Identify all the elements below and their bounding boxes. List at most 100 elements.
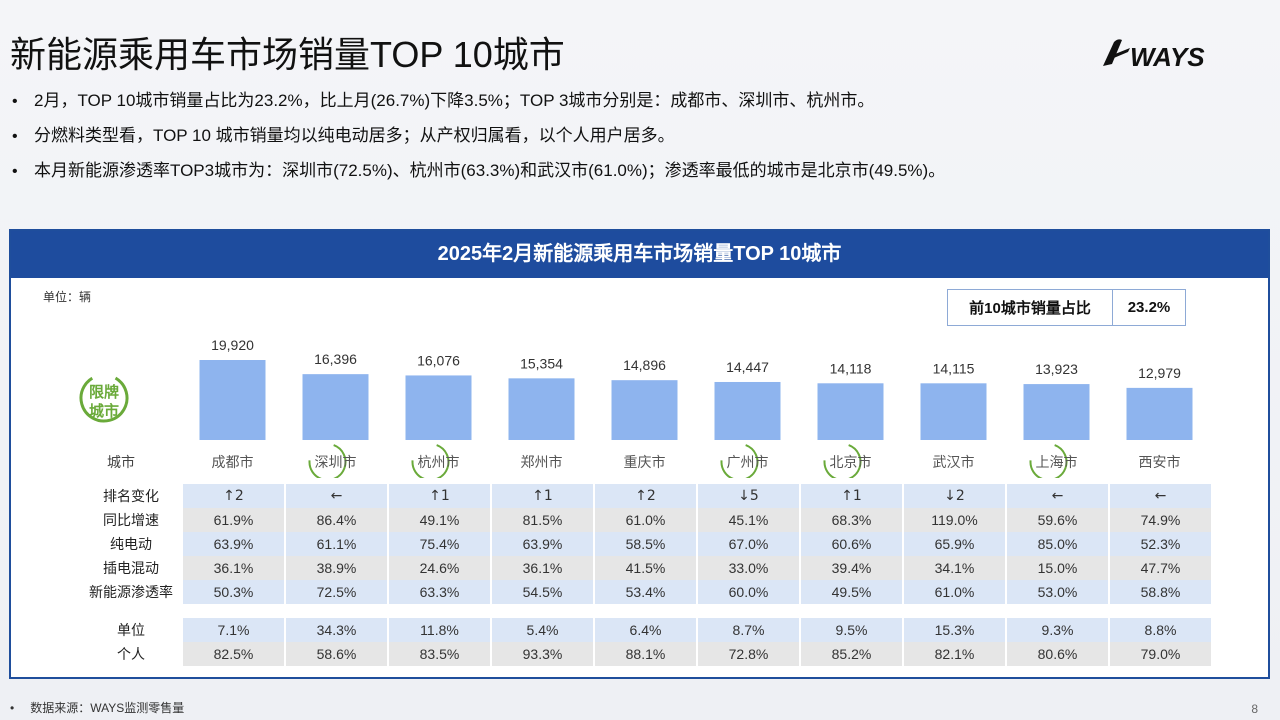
bar-chart: 19,920 成都市 16,396 深圳市 16,076 杭州市 15,354 郑州市 14,8… [199,337,1193,478]
table-cell: 34.3% [286,618,387,642]
value-label: 14,115 [933,360,975,376]
table-cell: ↑2 [183,484,284,508]
category-label: 深圳市 [315,454,357,471]
table-cell: 58.5% [595,532,696,556]
table-cell: 33.0% [698,556,799,580]
bar-成都市 [199,360,266,440]
table-cell: 9.5% [801,618,902,642]
bar-北京市 [817,383,884,440]
table-cell: 34.1% [904,556,1005,580]
table-row: 纯电动 63.9% 61.1% 75.4% 63.9% 58.5% 67.0% 60.6% 65… [81,532,1211,556]
share-box: 前10城市销量占比 23.2% [947,289,1186,326]
ways-logo: WAYS [1103,39,1205,72]
restricted-city-ring-icon [1029,442,1068,478]
value-label: 14,118 [830,360,872,376]
table-cell: ← [286,484,387,508]
table-cell: 58.6% [286,642,387,666]
restricted-badge-text: 限牌 城市 [86,383,122,421]
table-cell: 60.0% [698,580,799,604]
table-cell: 67.0% [698,532,799,556]
chart-panel: 2025年2月新能源乘用车市场销量TOP 10城市 单位：辆 前10城市销量占比… [9,229,1270,679]
category-label: 杭州市 [418,454,460,471]
table-cell: 85.2% [801,642,902,666]
table-cell: 58.8% [1110,580,1211,604]
table-cell: 53.0% [1007,580,1108,604]
table-cell: 82.5% [183,642,284,666]
unit-label: 单位：辆 [43,290,92,304]
logo-text: WAYS [1130,42,1205,72]
category-label: 北京市 [830,454,872,471]
table-cell: 36.1% [492,556,593,580]
table-cell: 65.9% [904,532,1005,556]
bar-深圳市 [302,374,369,440]
table-row: 排名变化 ↑2 ← ↑1 ↑1 ↑2 ↓5 ↑1 ↓2 ← ← [81,484,1211,508]
table-cell: 61.0% [904,580,1005,604]
table-cell: 88.1% [595,642,696,666]
table-cell: ↑2 [595,484,696,508]
bar-西安市 [1126,387,1193,440]
value-label: 16,076 [417,352,460,368]
bar-武汉市 [920,383,987,440]
table-cell: 86.4% [286,508,387,532]
table-cell: 79.0% [1110,642,1211,666]
table-cell: ← [1110,484,1211,508]
table-cell: 49.1% [389,508,490,532]
table-cell: ↑1 [492,484,593,508]
table-cell: 36.1% [183,556,284,580]
table-cell: 93.3% [492,642,593,666]
table-row: 插电混动 36.1% 38.9% 24.6% 36.1% 41.5% 33.0% 39.4% 3… [81,556,1211,580]
table-cell: 63.3% [389,580,490,604]
category-label: 西安市 [1139,454,1181,471]
bar-上海市 [1023,384,1090,440]
table-cell: 82.1% [904,642,1005,666]
value-label: 19,920 [211,337,254,353]
table-row: 同比增速 61.9% 86.4% 49.1% 81.5% 61.0% 45.1% 68.3% 1… [81,508,1211,532]
row-header: 新能源渗透率 [89,585,173,601]
category-label: 广州市 [727,454,769,471]
row-header: 个人 [117,647,145,663]
value-label: 13,923 [1035,361,1078,377]
row-header: 纯电动 [110,537,152,553]
panel-body: 单位：辆 前10城市销量占比 23.2% 19,920 成都市 16,396 深圳市 1… [11,278,1268,677]
table-cell: 74.9% [1110,508,1211,532]
table-cell: 41.5% [595,556,696,580]
row-header: 同比增速 [103,513,159,529]
table-cell: 60.6% [801,532,902,556]
bar-杭州市 [405,375,472,440]
table-cell: 45.1% [698,508,799,532]
table-cell: 75.4% [389,532,490,556]
metrics-table: 排名变化 ↑2 ← ↑1 ↑1 ↑2 ↓5 ↑1 ↓2 ← ← 同比增速 61.9% 86.4% 49.1%… [79,484,1213,666]
page-number: 8 [1251,702,1258,716]
table-cell: 52.3% [1110,532,1211,556]
table-cell: 72.8% [698,642,799,666]
table-cell: 50.3% [183,580,284,604]
bar-郑州市 [508,378,575,440]
city-header: 城市 [107,455,135,471]
table-row: 个人 82.5% 58.6% 83.5% 93.3% 88.1% 72.8% 85.2% 82.… [81,642,1211,666]
table-cell: 39.4% [801,556,902,580]
bullet-3: 本月新能源渗透率TOP3城市为：深圳市(72.5%)、杭州市(63.3%)和武汉… [12,160,945,183]
table-cell: 15.0% [1007,556,1108,580]
table-row: 新能源渗透率 50.3% 72.5% 63.3% 54.5% 53.4% 60.0% 49.5… [81,580,1211,604]
bar-广州市 [714,381,781,440]
bullet-1: 2月，TOP 10城市销量占比为23.2%，比上月(26.7%)下降3.5%；T… [12,90,945,113]
category-label: 成都市 [212,454,254,471]
table-cell: 49.5% [801,580,902,604]
table-cell: ↑1 [389,484,490,508]
table-cell: 47.7% [1110,556,1211,580]
page-title: 新能源乘用车市场销量TOP 10城市 [10,34,565,75]
value-label: 16,396 [314,351,357,367]
table-cell: 63.9% [183,532,284,556]
table-cell: 24.6% [389,556,490,580]
bar-重庆市 [611,380,678,440]
bullet-2: 分燃料类型看，TOP 10 城市销量均以纯电动居多；从产权归属看，以个人用户居多… [12,125,945,148]
summary-bullets: 2月，TOP 10城市销量占比为23.2%，比上月(26.7%)下降3.5%；T… [12,90,945,195]
table-cell: 11.8% [389,618,490,642]
table-cell: 53.4% [595,580,696,604]
table-cell: 59.6% [1007,508,1108,532]
panel-title: 2025年2月新能源乘用车市场销量TOP 10城市 [11,231,1268,278]
table-cell: 81.5% [492,508,593,532]
table-cell: 68.3% [801,508,902,532]
restricted-city-ring-icon [308,442,347,478]
table-cell: 83.5% [389,642,490,666]
